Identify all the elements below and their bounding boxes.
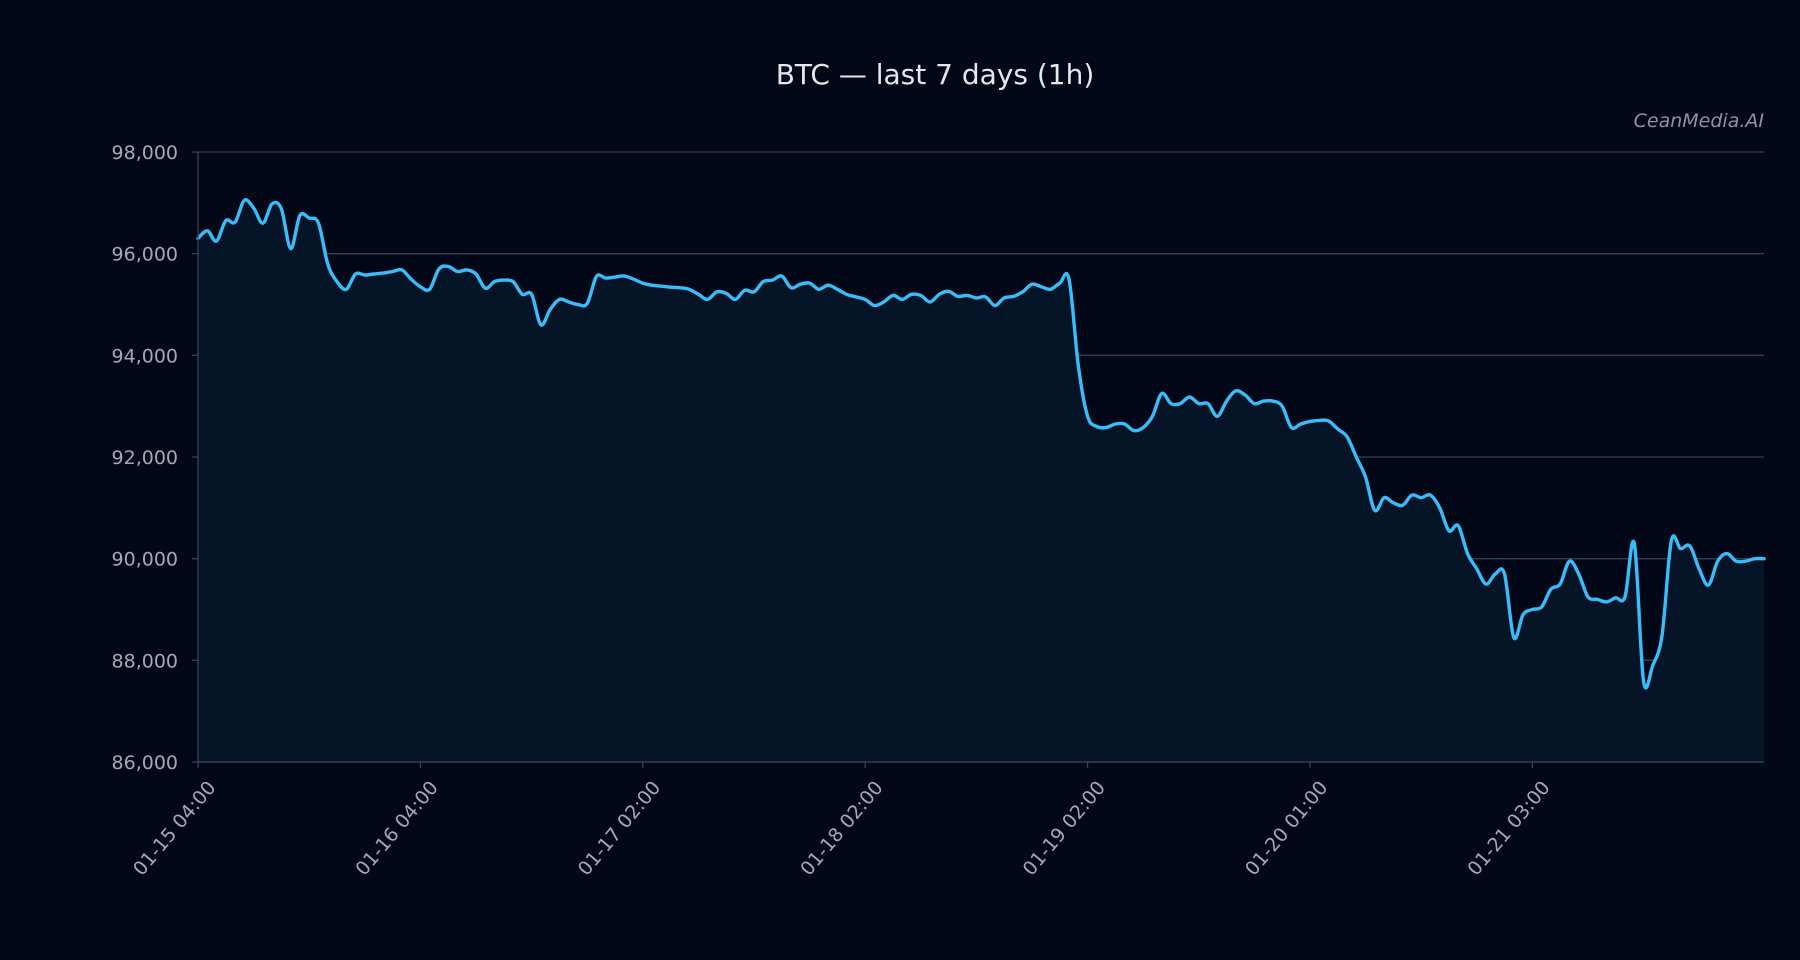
watermark: CeanMedia.AI bbox=[1634, 110, 1765, 132]
y-tick-label: 86,000 bbox=[112, 752, 178, 774]
y-tick-label: 88,000 bbox=[112, 650, 178, 672]
x-tick-label: 01-15 04:00 bbox=[129, 777, 220, 880]
x-axis-ticks: 01-15 04:00 01-16 04:00 01-17 02:00 01-18 0… bbox=[129, 762, 1555, 880]
y-tick-label: 92,000 bbox=[112, 447, 178, 469]
y-tick-label: 96,000 bbox=[112, 244, 178, 266]
x-tick-label: 01-16 04:00 bbox=[351, 777, 442, 880]
price-area-fill bbox=[198, 199, 1764, 762]
x-tick-label: 01-21 03:00 bbox=[1463, 777, 1554, 880]
chart-title: BTC — last 7 days (1h) bbox=[776, 58, 1095, 91]
y-tick-label: 90,000 bbox=[112, 549, 178, 571]
y-axis-ticks: 86,000 88,000 90,000 92,000 94,000 96,000 98,0… bbox=[112, 142, 178, 774]
y-tick-label: 98,000 bbox=[112, 142, 178, 164]
x-tick-label: 01-20 01:00 bbox=[1241, 777, 1332, 880]
x-tick-label: 01-19 02:00 bbox=[1019, 777, 1110, 880]
y-tick-label: 94,000 bbox=[112, 345, 178, 367]
x-tick-label: 01-18 02:00 bbox=[796, 777, 887, 880]
x-tick-label: 01-17 02:00 bbox=[574, 777, 665, 880]
price-line bbox=[196, 198, 1766, 690]
